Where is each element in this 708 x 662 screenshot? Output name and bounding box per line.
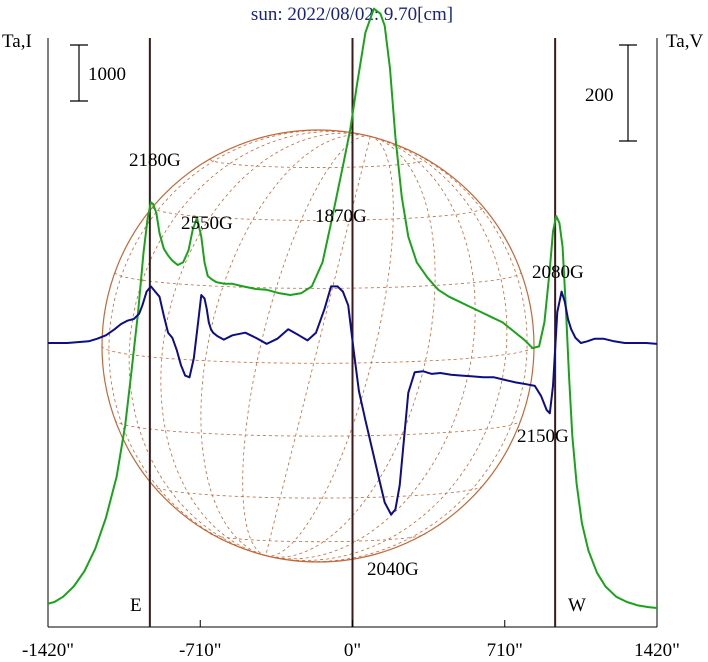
longitude-line bbox=[128, 131, 371, 556]
intensity-scale-label: 1000 bbox=[88, 64, 126, 85]
latitude-line bbox=[101, 345, 535, 364]
longitude-line bbox=[265, 136, 476, 560]
latitude-line bbox=[152, 484, 484, 499]
intensity-series-line bbox=[47, 7, 658, 609]
annotation-label: 2080G bbox=[532, 262, 584, 283]
longitude-line bbox=[265, 136, 508, 561]
latitude-line bbox=[114, 272, 522, 289]
polarization-scale-label: 200 bbox=[585, 85, 614, 106]
annotation-label: 2180G bbox=[129, 150, 181, 171]
x-tick-label: 0" bbox=[344, 640, 361, 661]
east-label: E bbox=[130, 595, 142, 616]
x-tick-label: -710" bbox=[179, 640, 222, 661]
annotation-label: 2150G bbox=[517, 426, 569, 447]
longitude-line bbox=[242, 135, 371, 556]
longitude-line bbox=[265, 136, 371, 556]
longitude-line bbox=[160, 132, 371, 556]
latitude-line bbox=[114, 419, 522, 437]
longitude-line bbox=[265, 136, 394, 557]
annotation-label: 2040G bbox=[367, 559, 419, 580]
longitude-line bbox=[108, 130, 371, 556]
latitude-line bbox=[209, 158, 427, 168]
x-tick-label: 710" bbox=[487, 640, 523, 661]
polarization-scale-bar: 200 bbox=[585, 44, 637, 142]
x-tick-label: 1420" bbox=[634, 640, 680, 661]
intensity-scale-bar: 1000 bbox=[70, 44, 126, 102]
chart-title: sun: 2022/08/02: 9.70[cm] bbox=[251, 4, 453, 25]
longitude-line bbox=[265, 136, 528, 562]
right-axis-label: Ta,V bbox=[666, 31, 703, 52]
annotation-label: 1870G bbox=[315, 206, 367, 227]
latitude-line bbox=[152, 207, 484, 221]
polarization-series-line bbox=[48, 285, 658, 516]
west-label: W bbox=[568, 595, 586, 616]
x-ticks: -1420" -710" 0" 710" 1420" bbox=[22, 620, 680, 661]
longitude-line bbox=[200, 134, 371, 556]
series-group bbox=[47, 7, 658, 609]
left-axis-label: Ta,I bbox=[2, 31, 32, 52]
solar-disk-grid bbox=[101, 129, 535, 563]
annotation-label: 2550G bbox=[181, 213, 233, 234]
longitude-line bbox=[265, 136, 436, 558]
x-tick-label: -1420" bbox=[22, 640, 74, 661]
latitude-line bbox=[209, 532, 427, 543]
